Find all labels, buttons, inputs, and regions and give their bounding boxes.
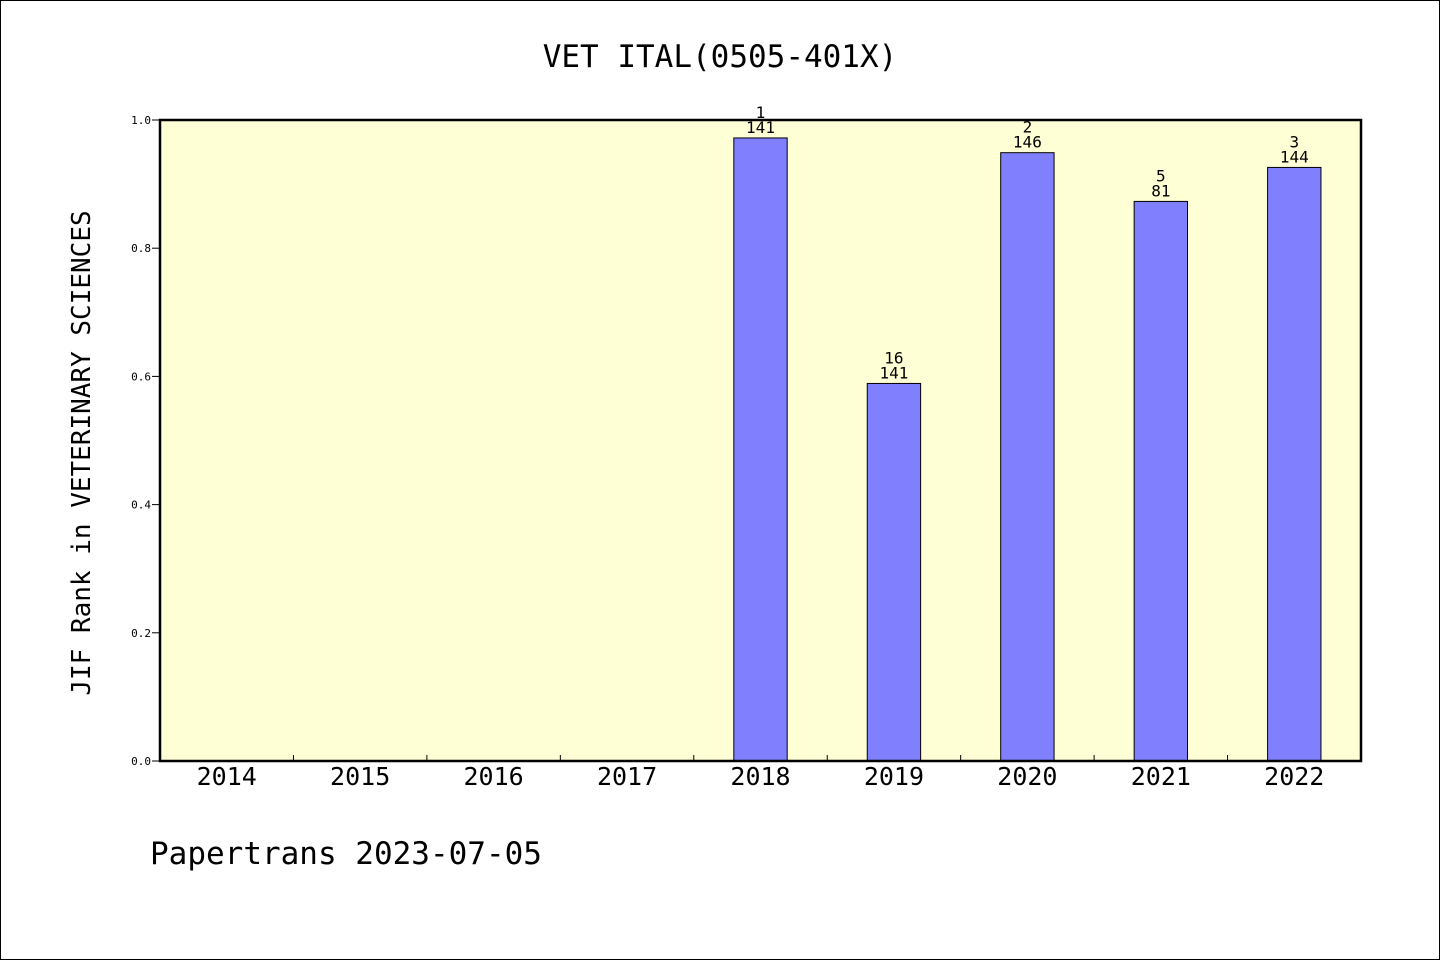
x-tick-label: 2018 <box>730 762 790 791</box>
x-tick-label: 2015 <box>330 762 390 791</box>
y-tick-label: 0.2 <box>131 627 151 640</box>
y-axis: 0.0 0.2 0.4 0.6 0.8 1.0 <box>131 114 160 768</box>
bar <box>1267 166 1322 762</box>
footer-credit: Papertrans 2023-07-05 <box>150 836 542 872</box>
x-tick-label: 2017 <box>597 762 657 791</box>
bar <box>733 137 788 762</box>
x-tick-label: 2016 <box>464 762 524 791</box>
bar-label-total: 141 <box>746 118 775 137</box>
y-tick-label: 0.6 <box>131 370 151 383</box>
chart-title: VET ITAL(0505-401X) <box>543 39 898 75</box>
bar <box>866 382 922 762</box>
bars-layer <box>733 137 1322 762</box>
x-tick-label: 2020 <box>997 762 1057 791</box>
bar-label-total: 146 <box>1013 133 1042 152</box>
plot-border <box>158 118 1363 763</box>
x-axis: 2014 2015 2016 2017 2018 2019 2020 2021 2022 <box>197 755 1324 791</box>
y-tick-label: 0.8 <box>131 242 151 255</box>
x-tick-label: 2019 <box>864 762 924 791</box>
bar-label-total: 81 <box>1151 181 1170 200</box>
bar-label-total: 144 <box>1280 147 1309 166</box>
bar <box>1000 152 1055 762</box>
x-tick-label: 2022 <box>1264 762 1324 791</box>
y-tick-label: 1.0 <box>131 114 151 127</box>
x-tick-label: 2014 <box>197 762 257 791</box>
bar-label-rank: 3 <box>1289 132 1299 151</box>
bar <box>1133 200 1189 762</box>
bar-label-rank: 16 <box>884 348 903 367</box>
y-tick-label: 0.0 <box>131 755 151 768</box>
bar-label-rank: 2 <box>1023 118 1033 137</box>
bar-label-total: 141 <box>879 363 908 382</box>
bar-label-rank: 1 <box>756 103 766 122</box>
y-tick-label: 0.4 <box>131 499 151 512</box>
x-tick-label: 2021 <box>1131 762 1191 791</box>
bar-label-rank: 5 <box>1156 166 1166 185</box>
y-axis-label: JIF Rank in VETERINARY SCIENCES <box>67 210 97 695</box>
